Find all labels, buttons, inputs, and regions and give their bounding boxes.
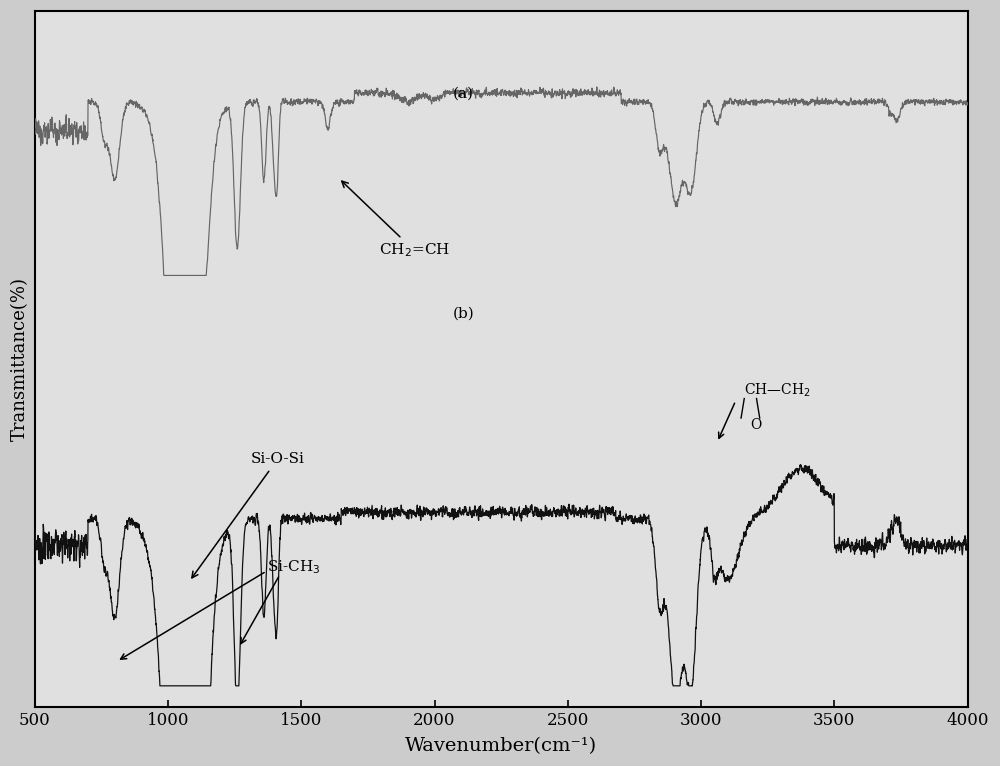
Text: CH—CH$_2$: CH—CH$_2$: [744, 381, 810, 399]
Text: O: O: [750, 418, 762, 432]
Text: (b): (b): [453, 306, 475, 320]
Text: Si-O-Si: Si-O-Si: [192, 452, 304, 578]
Text: (a): (a): [453, 87, 474, 101]
Y-axis label: Transmittance(%): Transmittance(%): [11, 277, 29, 441]
X-axis label: Wavenumber(cm⁻¹): Wavenumber(cm⁻¹): [405, 737, 597, 755]
Text: CH$_2$=CH: CH$_2$=CH: [342, 181, 450, 259]
Text: Si-CH$_3$: Si-CH$_3$: [267, 558, 320, 576]
